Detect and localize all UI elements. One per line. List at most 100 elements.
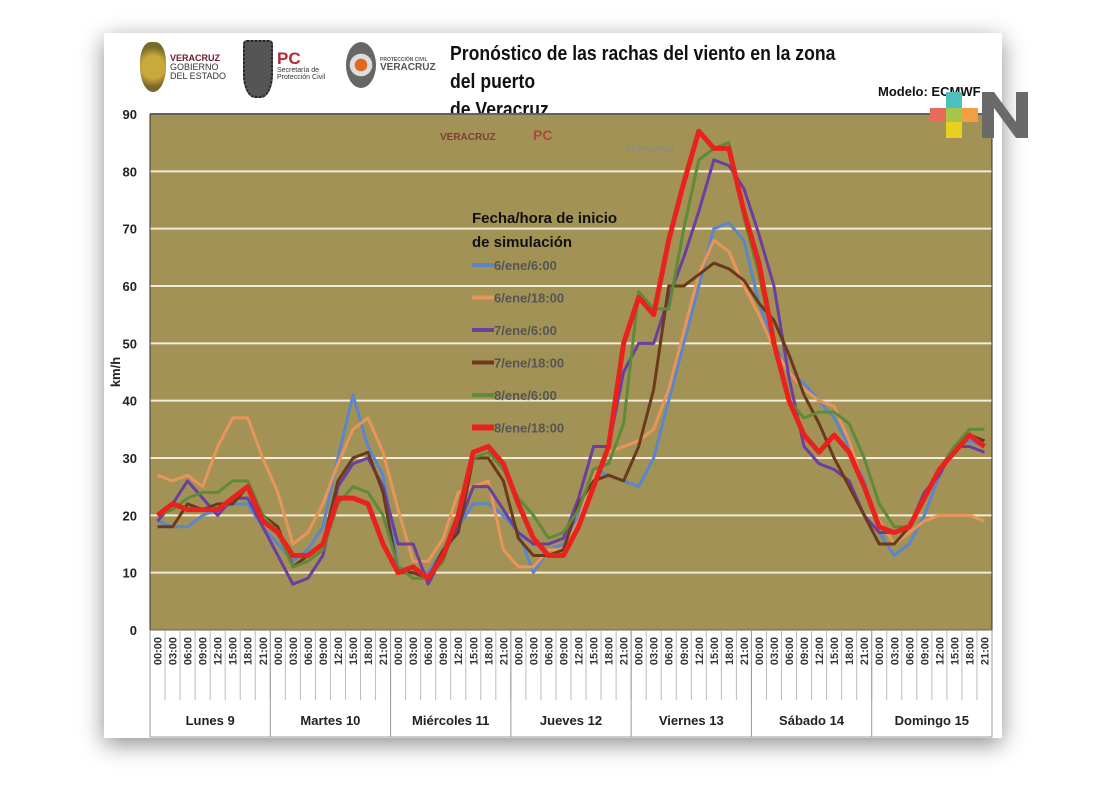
- x-tick-label: 12:00: [934, 637, 946, 665]
- y-tick-label: 90: [123, 107, 137, 122]
- x-tick-label: 15:00: [348, 637, 360, 665]
- day-label: Miércoles 11: [412, 713, 489, 728]
- y-tick-label: 80: [123, 164, 137, 179]
- legend-title: Fecha/hora de inicio: [472, 210, 617, 227]
- x-tick-label: 09:00: [198, 637, 210, 665]
- day-label: Domingo 15: [895, 713, 969, 728]
- x-tick-label: 12:00: [213, 637, 225, 665]
- x-tick-label: 12:00: [453, 637, 465, 665]
- x-tick-label: 15:00: [829, 637, 841, 665]
- series-line-8-ene-1800: [156, 128, 986, 581]
- x-tick-label: 09:00: [799, 637, 811, 665]
- day-label: Lunes 9: [186, 713, 235, 728]
- plot-watermark-text: PC: [533, 127, 552, 143]
- x-tick-label: 09:00: [438, 637, 450, 665]
- x-tick-label: 21:00: [378, 637, 390, 665]
- logo-text: VERACRUZ: [380, 61, 436, 73]
- x-tick-label: 15:00: [709, 637, 721, 665]
- x-tick-label: 12:00: [333, 637, 345, 665]
- x-tick-label: 18:00: [243, 637, 255, 665]
- logo-pc: PC Secretaría de Protección Civil: [243, 40, 325, 98]
- x-tick-label: 12:00: [814, 637, 826, 665]
- x-tick-label: 21:00: [859, 637, 871, 665]
- plot-watermark-text: VERACRUZ: [440, 132, 496, 143]
- logo-block: [930, 108, 946, 122]
- logo-text: PROTECCIÓN CIVIL: [380, 56, 428, 63]
- x-tick-label: 00:00: [513, 637, 525, 665]
- y-axis-label: km/h: [108, 357, 123, 387]
- day-label: Jueves 12: [540, 713, 602, 728]
- legend-title: de simulación: [472, 234, 572, 251]
- logo-block: [946, 108, 962, 122]
- x-tick-label: 09:00: [679, 637, 691, 665]
- x-tick-label: 15:00: [228, 637, 240, 665]
- day-label: Sábado 14: [779, 713, 845, 728]
- logo-text: Protección Civil: [277, 74, 326, 81]
- x-tick-label: 00:00: [634, 637, 646, 665]
- logo-block: [946, 92, 962, 108]
- logo-text: Secretaría de: [277, 67, 320, 74]
- day-label: Viernes 13: [659, 713, 724, 728]
- y-tick-label: 0: [130, 623, 137, 638]
- legend-label: 7/ene/6:00: [494, 323, 557, 338]
- x-tick-label: 06:00: [183, 637, 195, 665]
- y-tick-label: 20: [123, 508, 137, 523]
- x-tick-label: 18:00: [483, 637, 495, 665]
- series-line-8-ene-600: [156, 141, 985, 580]
- title-line-1: Pronóstico de las rachas del viento en l…: [450, 43, 836, 93]
- x-tick-label: 03:00: [168, 637, 180, 665]
- x-tick-label: 09:00: [558, 637, 570, 665]
- x-tick-label: 18:00: [964, 637, 976, 665]
- x-tick-label: 12:00: [694, 637, 706, 665]
- legend-label: 8/ene/18:00: [494, 421, 564, 436]
- x-tick-label: 03:00: [408, 637, 420, 665]
- x-tick-label: 00:00: [874, 637, 886, 665]
- logo-gobierno-veracruz: VERACRUZ GOBIERNO DEL ESTADO: [140, 42, 226, 92]
- plot-watermark-text: VERACRUZ: [625, 144, 676, 154]
- series-line-6-ene-1800: [156, 238, 986, 569]
- x-tick-label: 18:00: [604, 637, 616, 665]
- x-tick-label: 06:00: [664, 637, 676, 665]
- day-label: Martes 10: [300, 713, 360, 728]
- coat-of-arms-icon: [140, 42, 166, 92]
- y-tick-label: 60: [123, 279, 137, 294]
- y-tick-label: 70: [123, 222, 137, 237]
- x-tick-label: 03:00: [528, 637, 540, 665]
- logo-text: GOBIERNO: [170, 61, 219, 72]
- logo-text: VERACRUZ: [170, 52, 221, 63]
- x-tick-label: 06:00: [303, 637, 315, 665]
- x-tick-label: 18:00: [844, 637, 856, 665]
- x-tick-label: 03:00: [649, 637, 661, 665]
- x-tick-label: 18:00: [724, 637, 736, 665]
- x-tick-label: 06:00: [543, 637, 555, 665]
- x-tick-label: 21:00: [979, 637, 991, 665]
- civil-protection-emblem-icon: [346, 42, 376, 88]
- x-tick-label: 12:00: [574, 637, 586, 665]
- x-tick-label: 09:00: [919, 637, 931, 665]
- logo-text: PC: [277, 49, 301, 68]
- x-tick-label: 03:00: [769, 637, 781, 665]
- x-tick-label: 06:00: [904, 637, 916, 665]
- x-tick-label: 21:00: [258, 637, 270, 665]
- x-tick-label: 15:00: [468, 637, 480, 665]
- x-tick-label: 09:00: [318, 637, 330, 665]
- logo-text: DEL ESTADO: [170, 70, 227, 81]
- x-tick-label: 15:00: [949, 637, 961, 665]
- x-tick-label: 00:00: [273, 637, 285, 665]
- y-tick-label: 40: [123, 394, 137, 409]
- logo-proteccion-civil: PROTECCIÓN CIVIL VERACRUZ: [346, 42, 436, 88]
- logo-block: [962, 108, 978, 122]
- y-tick-label: 10: [123, 566, 137, 581]
- x-tick-label: 21:00: [498, 637, 510, 665]
- legend-label: 6/ene/6:00: [494, 258, 557, 273]
- x-tick-label: 00:00: [754, 637, 766, 665]
- y-tick-label: 30: [123, 451, 137, 466]
- x-tick-label: 00:00: [153, 637, 165, 665]
- x-tick-label: 21:00: [619, 637, 631, 665]
- logo-letter-n: [982, 92, 1028, 138]
- n-watermark-logo: [930, 92, 1028, 138]
- logo-block: [946, 122, 962, 138]
- x-tick-label: 03:00: [288, 637, 300, 665]
- legend-label: 7/ene/18:00: [494, 356, 564, 371]
